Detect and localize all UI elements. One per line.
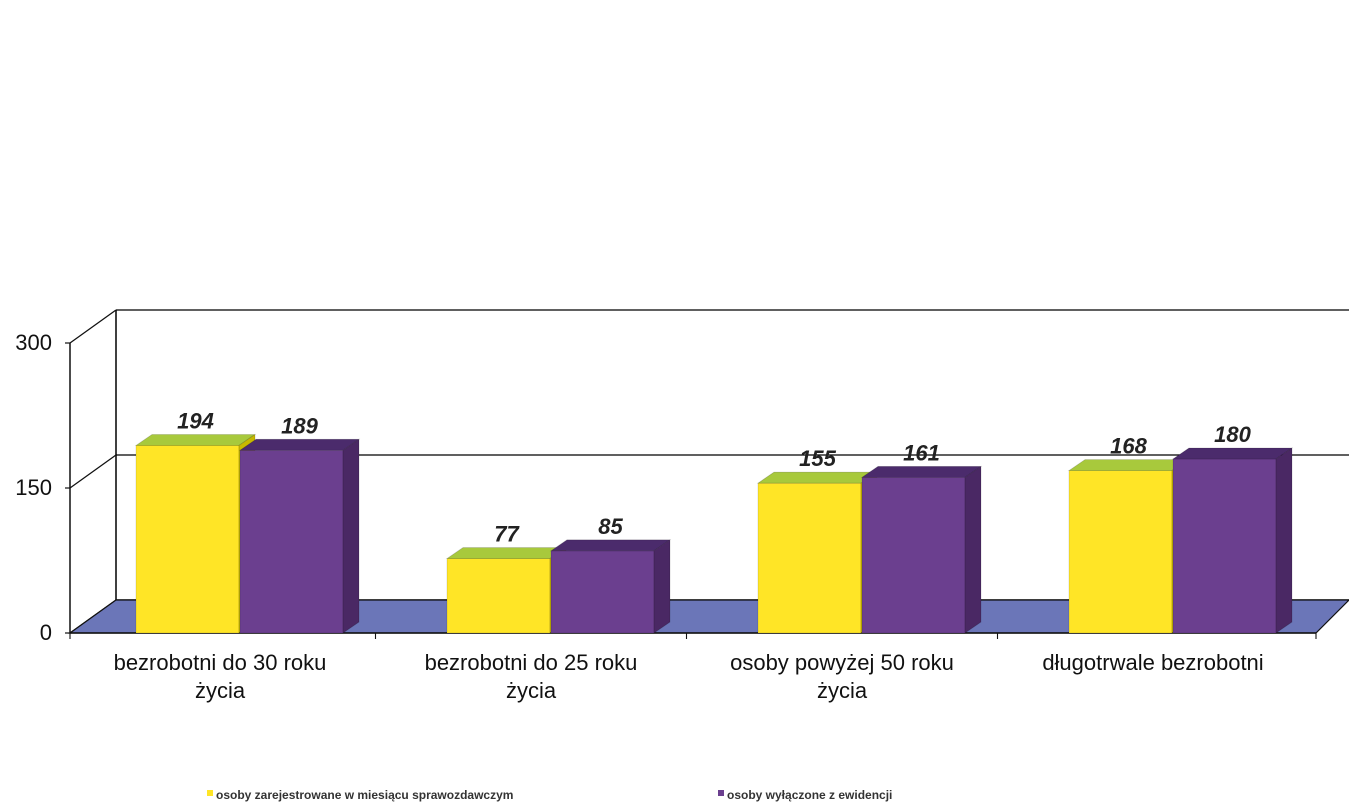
bar-series2-cat4-top [1171,447,1294,460]
bar-series1-cat4-value-label: 168 [1110,434,1147,459]
side-wall-line-2 [69,309,117,344]
x-category-label-2: bezrobotni do 25 roku życia [425,650,638,703]
bar-series2-cat2-value-label: 85 [598,514,623,539]
x-category-label-1-line-2: życia [195,678,246,703]
x-category-label-4-line-1: długotrwale bezrobotni [1042,650,1263,675]
bar-series2-cat2-top [549,539,672,552]
bar-series1-cat4-front [1068,470,1173,634]
bar-series1-cat1-front [135,445,240,634]
x-category-label-3-line-2: życia [817,678,868,703]
y-tick-label-0: 0 [40,620,52,645]
legend-swatch-series1 [207,790,213,796]
bar-series1-cat2-front [446,558,551,634]
x-category-label-1-line-1: bezrobotni do 30 roku [114,650,327,675]
legend-label-series2: osoby wyłączone z ewidencji [727,788,892,802]
bar-series1-cat2-value-label: 77 [494,522,520,547]
x-category-label-2-line-1: bezrobotni do 25 roku [425,650,638,675]
y-tick-label-2: 300 [15,330,52,355]
bar-series2-cat1-top [238,438,361,451]
bar-series2-cat1-front [239,449,344,634]
bar-series2-cat3-side [964,465,982,634]
bar-series2-cat3-value-label: 161 [903,440,940,465]
x-category-label-1: bezrobotni do 30 roku życia [114,650,327,703]
bar-series1-cat3-value-label: 155 [799,446,836,471]
bar-series1-cat3-front [757,482,862,634]
bar-series2-cat2-side [653,539,671,634]
bar-series1-cat3-top [756,471,879,484]
bar-series1-cat4-top [1067,459,1190,472]
legend-label-series1: osoby zarejestrowane w miesiącu sprawozd… [216,788,513,802]
bar-series2-cat3-front [861,476,966,634]
bar-series2-cat3-top [860,465,983,478]
bar-series1-cat1-top [134,434,257,446]
bar-series2-cat4-side [1275,447,1293,634]
bar-series2-cat2-front [550,550,655,634]
x-category-label-3-line-1: osoby powyżej 50 roku [730,650,954,675]
bar-series2-cat1-side [342,438,360,634]
x-category-label-3: osoby powyżej 50 roku życia [730,650,954,703]
bar-series1-cat1-value-label: 194 [177,408,214,433]
bar-series2-cat4-front [1172,458,1277,634]
x-category-label-4: długotrwale bezrobotni [1042,650,1263,675]
legend-swatch-series2 [718,790,724,796]
bar-series2-cat4-value-label: 180 [1214,422,1251,447]
bar-series1-cat2-top [445,547,568,559]
y-tick-label-1: 150 [15,475,52,500]
bar-series2-cat1-value-label: 189 [281,413,318,438]
x-category-label-2-line-2: życia [506,678,557,703]
side-wall-line-1 [69,454,117,489]
